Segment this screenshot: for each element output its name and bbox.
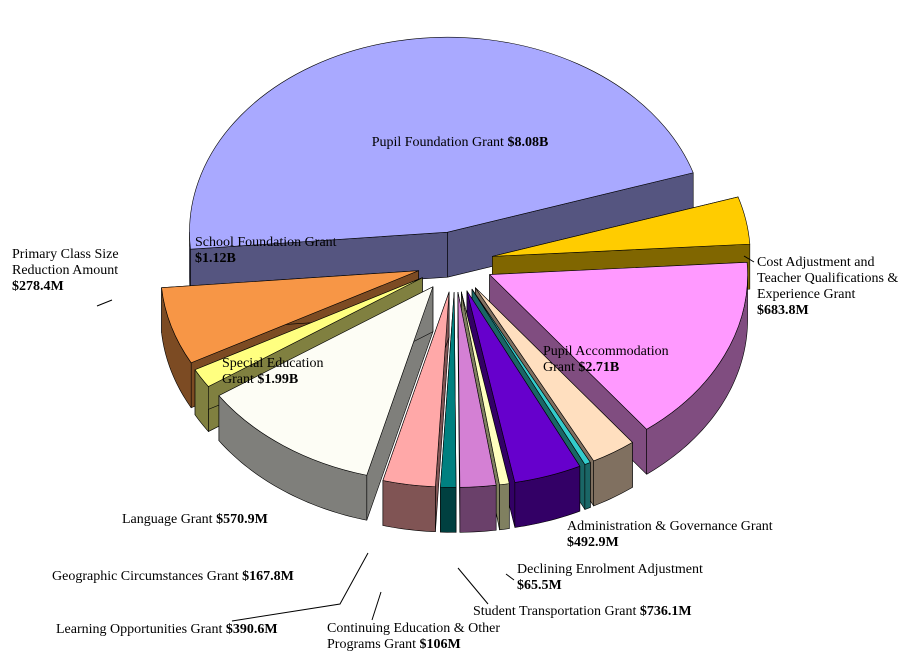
- label-name: Pupil Accommodation Grant: [543, 344, 669, 375]
- slice: [475, 287, 633, 462]
- leader-line: [371, 591, 382, 621]
- slice: [189, 36, 694, 250]
- slice: [440, 292, 457, 488]
- slice: [489, 262, 748, 430]
- slice: [471, 288, 591, 465]
- slice-side: [440, 486, 457, 533]
- label-name: Language Grant: [122, 512, 213, 527]
- leader-line: [96, 299, 113, 307]
- slice-label: School Foundation Grant $1.12B: [195, 235, 375, 267]
- label-name: Learning Opportunities Grant: [56, 622, 223, 637]
- label-value: $65.5M: [517, 578, 562, 593]
- label-name: Student Transportation Grant: [473, 604, 637, 619]
- slice-label: Declining Enrolment Adjustment $65.5M: [517, 562, 737, 594]
- label-value: $492.9M: [567, 535, 619, 550]
- label-name: School Foundation Grant: [195, 235, 337, 250]
- label-name: Primary Class Size Reduction Amount: [12, 247, 119, 278]
- slice-label: Pupil Foundation Grant $8.08B: [330, 135, 590, 151]
- label-name: Pupil Foundation Grant: [371, 135, 504, 150]
- slice-label: Learning Opportunities Grant $390.6M: [56, 622, 316, 638]
- label-value: $683.8M: [757, 303, 809, 318]
- leader-line: [743, 255, 755, 263]
- label-value: $8.08B: [507, 135, 549, 150]
- slice-label: Language Grant $570.9M: [122, 512, 322, 528]
- slice-side: [459, 484, 497, 533]
- label-name: Administration & Governance Grant: [567, 519, 773, 534]
- label-value: $106M: [419, 637, 461, 652]
- label-name: Geographic Circumstances Grant: [52, 569, 239, 584]
- slice: [161, 270, 419, 364]
- slice-label: Cost Adjustment and Teacher Qualificatio…: [757, 255, 904, 319]
- slices: [161, 36, 751, 533]
- leader-line: [505, 573, 515, 581]
- label-name: Special Education Grant: [222, 356, 324, 387]
- slice-label: Special Education Grant $1.99B: [222, 356, 342, 388]
- label-name: Cost Adjustment and Teacher Qualificatio…: [757, 255, 899, 302]
- label-value: $2.71B: [578, 360, 620, 375]
- slice-label: Primary Class Size Reduction Amount $278…: [12, 247, 142, 295]
- label-value: $1.99B: [257, 372, 299, 387]
- label-value: $736.1M: [639, 604, 692, 619]
- slice: [461, 291, 510, 486]
- slice-label: Continuing Education & Other Programs Gr…: [327, 621, 502, 653]
- slice-label: Administration & Governance Grant $492.9…: [567, 519, 807, 551]
- slice-side: [499, 483, 510, 531]
- label-name: Declining Enrolment Adjustment: [517, 562, 703, 577]
- leader-line: [457, 567, 489, 605]
- label-value: $390.6M: [225, 622, 278, 637]
- slice: [218, 286, 434, 476]
- leader-line: [231, 552, 369, 622]
- slice-label: Student Transportation Grant $736.1M: [473, 604, 753, 620]
- label-name: Continuing Education & Other Programs Gr…: [327, 621, 501, 652]
- label-value: $278.4M: [12, 279, 64, 294]
- slice-side: [584, 462, 591, 510]
- slice: [382, 291, 450, 488]
- slice-label: Pupil Accommodation Grant $2.71B: [543, 344, 683, 376]
- label-value: $570.9M: [216, 512, 268, 527]
- slice: [457, 292, 497, 488]
- slice: [466, 290, 581, 483]
- label-value: $167.8M: [242, 569, 294, 584]
- slice-side: [382, 480, 436, 533]
- slice: [194, 277, 423, 387]
- label-value: $1.12B: [195, 251, 236, 266]
- slice-label: Geographic Circumstances Grant $167.8M: [52, 569, 322, 585]
- slice: [492, 196, 751, 257]
